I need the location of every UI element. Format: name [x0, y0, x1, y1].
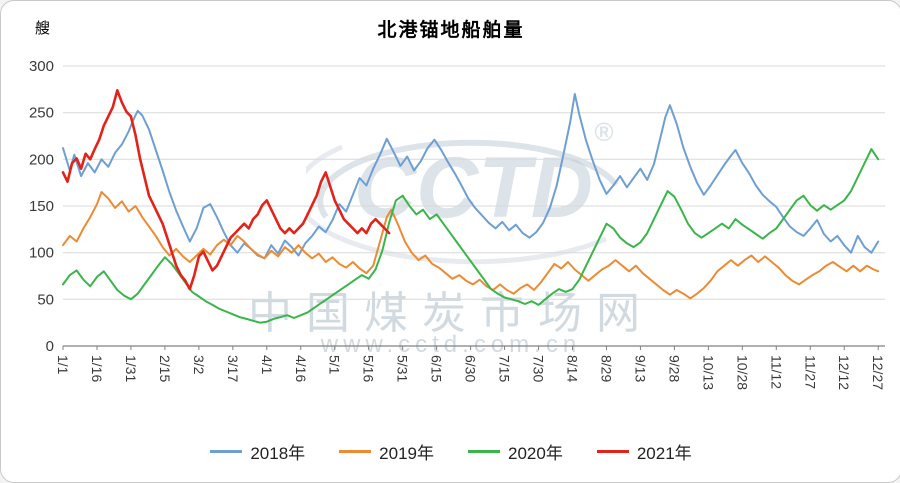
svg-text:300: 300 — [29, 58, 54, 75]
legend-label-2021: 2021年 — [636, 444, 692, 463]
svg-text:6/15: 6/15 — [429, 355, 445, 382]
svg-text:250: 250 — [29, 105, 54, 122]
svg-text:3/17: 3/17 — [225, 355, 241, 382]
svg-text:5/31: 5/31 — [395, 355, 411, 382]
svg-text:5/16: 5/16 — [361, 355, 377, 382]
legend-item-2020: 2020年 — [468, 439, 563, 464]
svg-text:7/15: 7/15 — [497, 355, 513, 382]
y-axis-unit-label: 艘 — [35, 20, 51, 37]
svg-text:200: 200 — [29, 151, 54, 168]
legend-swatch-2019 — [339, 450, 372, 453]
svg-text:11/27: 11/27 — [802, 355, 818, 389]
svg-text:6/30: 6/30 — [463, 355, 479, 382]
svg-text:7/30: 7/30 — [531, 355, 547, 382]
svg-text:5/1: 5/1 — [327, 355, 343, 375]
svg-text:0: 0 — [46, 338, 54, 355]
svg-text:12/27: 12/27 — [870, 355, 886, 390]
legend-label-2020: 2020年 — [508, 444, 563, 463]
legend-label-2019: 2019年 — [379, 444, 434, 463]
svg-text:1/16: 1/16 — [89, 355, 105, 382]
svg-text:10/28: 10/28 — [734, 355, 750, 390]
legend-item-2021: 2021年 — [596, 439, 692, 464]
svg-text:150: 150 — [29, 198, 54, 215]
svg-text:8/29: 8/29 — [599, 355, 615, 382]
svg-text:50: 50 — [37, 291, 54, 308]
svg-text:12/12: 12/12 — [836, 355, 852, 390]
chart-canvas: 0 50 100 150 200 250 300 1/1 1/16 1/31 2/15 3/2 3/17… — [29, 58, 886, 390]
svg-text:10/13: 10/13 — [700, 355, 716, 390]
legend-label-2018: 2018年 — [250, 444, 306, 463]
legend-swatch-2018 — [210, 450, 243, 453]
svg-text:8/14: 8/14 — [565, 355, 581, 382]
legend-swatch-2020 — [468, 450, 500, 453]
svg-text:100: 100 — [29, 245, 54, 262]
chart-title: 北港锚地船舶量 — [377, 20, 525, 41]
legend-item-2019: 2019年 — [339, 439, 434, 464]
legend-item-2018: 2018年 — [210, 439, 305, 464]
svg-text:2/15: 2/15 — [157, 355, 173, 382]
legend-swatch-2021 — [596, 450, 629, 453]
chart-legend: 2018年 2019年 2020年 2021年 — [1, 439, 900, 464]
svg-text:11/12: 11/12 — [768, 355, 784, 389]
svg-text:3/2: 3/2 — [191, 355, 207, 375]
svg-text:1/1: 1/1 — [55, 355, 71, 375]
svg-text:9/13: 9/13 — [632, 355, 648, 382]
svg-text:1/31: 1/31 — [123, 355, 139, 382]
svg-text:9/28: 9/28 — [666, 355, 682, 382]
svg-text:4/1: 4/1 — [259, 355, 275, 375]
svg-text:4/16: 4/16 — [293, 355, 309, 382]
